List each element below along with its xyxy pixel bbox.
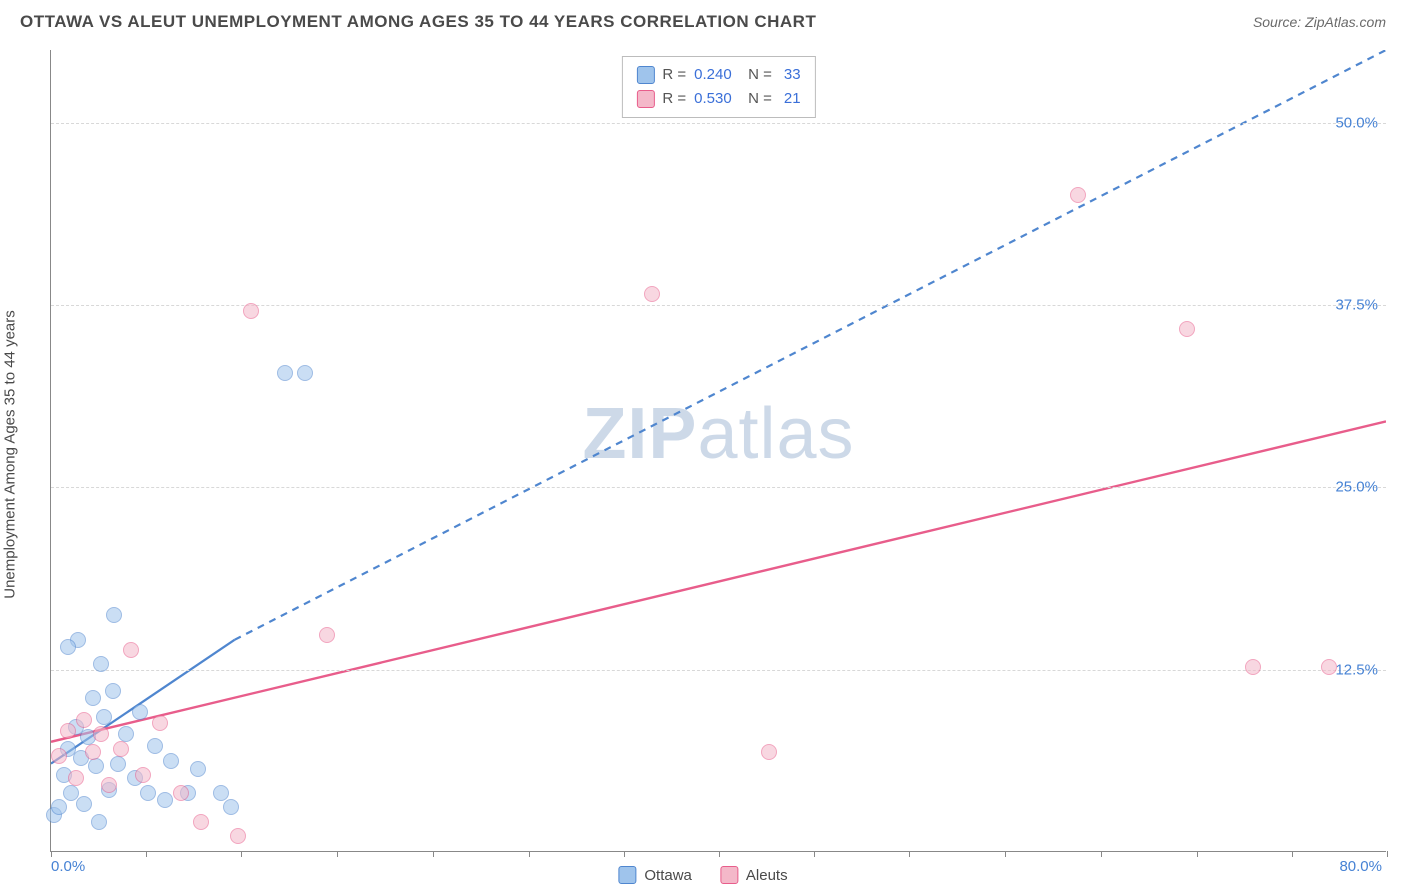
bottom-legend: Ottawa Aleuts — [618, 866, 787, 884]
data-point — [51, 799, 67, 815]
x-start-label: 0.0% — [51, 858, 85, 875]
legend-label: Aleuts — [746, 867, 788, 884]
legend-item: Ottawa — [618, 866, 692, 884]
data-point — [76, 796, 92, 812]
x-tick — [814, 851, 815, 857]
r-label: R = — [662, 63, 686, 87]
data-point — [93, 726, 109, 742]
data-point — [110, 756, 126, 772]
data-point — [60, 723, 76, 739]
legend-swatch — [720, 866, 738, 884]
data-point — [157, 792, 173, 808]
y-tick-label: 12.5% — [1335, 661, 1378, 678]
data-point — [51, 748, 67, 764]
x-tick — [909, 851, 910, 857]
data-point — [163, 753, 179, 769]
data-point — [76, 712, 92, 728]
data-point — [113, 741, 129, 757]
y-tick-label: 25.0% — [1335, 479, 1378, 496]
data-point — [223, 799, 239, 815]
gridline-h — [51, 123, 1386, 124]
data-point — [88, 758, 104, 774]
data-point — [85, 690, 101, 706]
series-swatch — [636, 90, 654, 108]
y-tick-label: 50.0% — [1335, 114, 1378, 131]
x-tick — [1387, 851, 1388, 857]
data-point — [243, 303, 259, 319]
chart-title: OTTAWA VS ALEUT UNEMPLOYMENT AMONG AGES … — [20, 12, 816, 32]
data-point — [106, 607, 122, 623]
data-point — [60, 639, 76, 655]
data-point — [123, 642, 139, 658]
data-point — [93, 656, 109, 672]
data-point — [63, 785, 79, 801]
stats-row: R = 0.240 N = 33 — [636, 63, 800, 87]
chart-plot-area: ZIPatlas R = 0.240 N = 33 R = 0.530 N = 21 12.5… — [50, 50, 1386, 852]
x-tick — [624, 851, 625, 857]
x-end-label: 80.0% — [1339, 858, 1382, 875]
stats-row: R = 0.530 N = 21 — [636, 87, 800, 111]
legend-swatch — [618, 866, 636, 884]
data-point — [85, 744, 101, 760]
x-tick — [433, 851, 434, 857]
r-value: 0.530 — [694, 87, 740, 111]
data-point — [1321, 659, 1337, 675]
n-label: N = — [748, 87, 772, 111]
x-tick — [719, 851, 720, 857]
data-point — [1245, 659, 1261, 675]
x-tick — [1197, 851, 1198, 857]
data-point — [190, 761, 206, 777]
source-label: Source: ZipAtlas.com — [1253, 14, 1386, 30]
r-label: R = — [662, 87, 686, 111]
y-axis-label: Unemployment Among Ages 35 to 44 years — [2, 310, 19, 599]
y-tick-label: 37.5% — [1335, 297, 1378, 314]
data-point — [101, 777, 117, 793]
x-tick — [1292, 851, 1293, 857]
x-tick — [1101, 851, 1102, 857]
x-tick — [146, 851, 147, 857]
gridline-h — [51, 487, 1386, 488]
gridline-h — [51, 670, 1386, 671]
trend-line-dashed — [235, 50, 1386, 640]
data-point — [96, 709, 112, 725]
data-point — [147, 738, 163, 754]
watermark: ZIPatlas — [582, 393, 854, 475]
n-value: 33 — [784, 63, 801, 87]
data-point — [105, 683, 121, 699]
data-point — [297, 365, 313, 381]
legend-label: Ottawa — [644, 867, 692, 884]
data-point — [644, 286, 660, 302]
data-point — [1179, 321, 1195, 337]
data-point — [213, 785, 229, 801]
x-tick — [241, 851, 242, 857]
data-point — [135, 767, 151, 783]
legend-item: Aleuts — [720, 866, 788, 884]
data-point — [132, 704, 148, 720]
x-tick — [529, 851, 530, 857]
trend-line-solid — [51, 640, 235, 764]
data-point — [173, 785, 189, 801]
x-tick — [51, 851, 52, 857]
data-point — [152, 715, 168, 731]
data-point — [68, 770, 84, 786]
data-point — [277, 365, 293, 381]
data-point — [230, 828, 246, 844]
data-point — [91, 814, 107, 830]
n-label: N = — [748, 63, 772, 87]
x-tick — [337, 851, 338, 857]
n-value: 21 — [784, 87, 801, 111]
data-point — [319, 627, 335, 643]
data-point — [193, 814, 209, 830]
data-point — [1070, 187, 1086, 203]
stats-legend-box: R = 0.240 N = 33 R = 0.530 N = 21 — [621, 56, 815, 118]
x-tick — [1005, 851, 1006, 857]
data-point — [761, 744, 777, 760]
r-value: 0.240 — [694, 63, 740, 87]
series-swatch — [636, 66, 654, 84]
data-point — [140, 785, 156, 801]
